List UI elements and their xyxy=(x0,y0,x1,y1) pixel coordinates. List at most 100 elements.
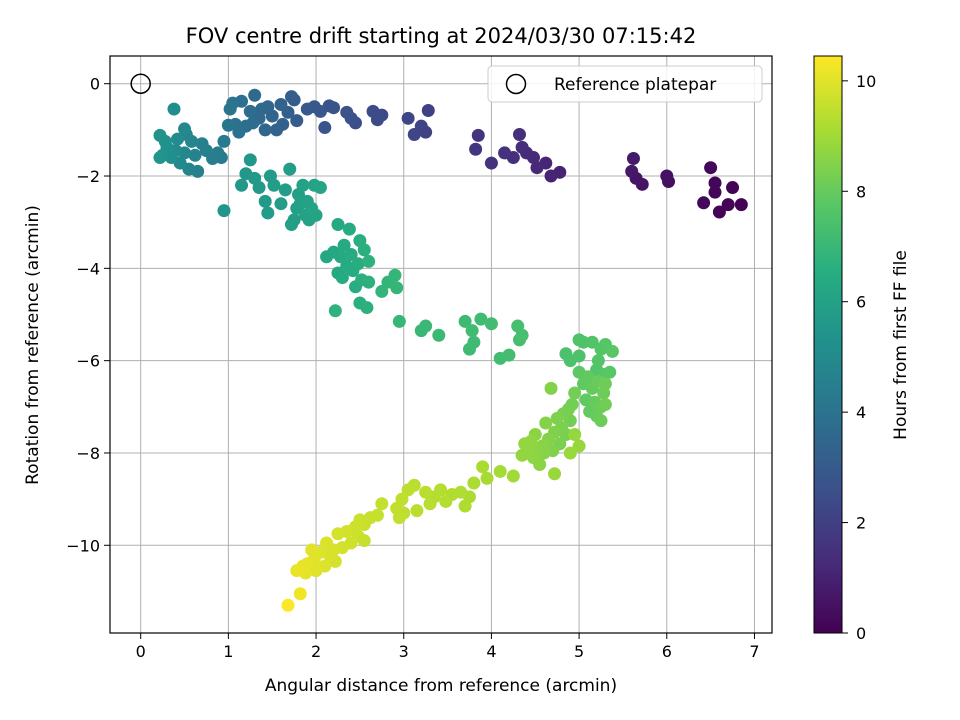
data-point xyxy=(293,587,307,601)
data-point xyxy=(235,178,249,192)
data-point xyxy=(467,476,481,490)
data-point xyxy=(465,324,479,338)
data-point xyxy=(221,118,235,132)
colorbar-tick-label: 10 xyxy=(856,72,876,91)
data-point xyxy=(392,314,406,328)
data-point xyxy=(594,414,608,428)
x-tick-label: 1 xyxy=(223,642,233,661)
data-point xyxy=(366,104,380,118)
data-point xyxy=(362,275,376,289)
data-point xyxy=(243,153,257,167)
data-point xyxy=(290,564,304,578)
data-point xyxy=(585,335,599,349)
y-tick-label: −4 xyxy=(76,259,100,278)
data-point xyxy=(167,102,181,116)
colorbar-tick-label: 2 xyxy=(856,514,866,533)
data-point xyxy=(598,398,612,412)
plot-frame xyxy=(109,55,773,634)
data-point xyxy=(331,527,345,541)
data-point xyxy=(153,151,167,165)
y-tick-label: −2 xyxy=(76,167,100,186)
legend-box xyxy=(487,65,763,103)
data-point xyxy=(721,198,735,212)
data-point xyxy=(712,205,726,219)
data-point xyxy=(270,123,284,137)
data-point xyxy=(484,156,498,170)
data-point xyxy=(626,151,640,165)
data-point xyxy=(568,386,582,400)
data-point xyxy=(572,349,586,363)
y-tick-label: 0 xyxy=(90,75,100,94)
data-point xyxy=(515,140,529,154)
legend: Reference platepar xyxy=(487,65,763,103)
data-point xyxy=(518,437,532,451)
x-tick-label: 7 xyxy=(749,642,759,661)
data-point xyxy=(572,439,586,453)
data-point xyxy=(439,494,453,508)
data-point xyxy=(704,161,718,175)
data-point xyxy=(469,142,483,156)
data-point xyxy=(476,460,490,474)
data-point xyxy=(335,271,349,285)
scatter-points xyxy=(153,88,748,612)
reference-marker-layer xyxy=(130,73,151,94)
data-point xyxy=(281,598,295,612)
data-point xyxy=(261,206,275,220)
data-point xyxy=(287,213,301,227)
data-point xyxy=(563,446,577,460)
data-point xyxy=(285,90,299,104)
data-point xyxy=(512,127,526,141)
data-point xyxy=(502,348,516,362)
data-point xyxy=(248,88,262,102)
y-tick-label: −6 xyxy=(76,352,100,371)
data-point xyxy=(467,335,481,349)
data-point xyxy=(401,483,415,497)
colorbar-tick-label: 6 xyxy=(856,293,866,312)
data-point xyxy=(530,161,544,175)
x-axis-ticks: 0 1 2 3 4 5 6 7 xyxy=(136,633,760,661)
legend-label: Reference platepar xyxy=(554,75,716,95)
data-point xyxy=(375,497,389,511)
data-point xyxy=(188,148,202,162)
data-point xyxy=(283,162,297,176)
data-point xyxy=(344,247,358,261)
data-point xyxy=(410,504,424,518)
data-point xyxy=(300,102,314,116)
data-point xyxy=(625,164,639,178)
data-point xyxy=(362,254,376,268)
y-tick-label: −8 xyxy=(76,444,100,463)
y-axis-label: Rotation from reference (arcmin) xyxy=(23,205,43,485)
data-point xyxy=(309,564,323,578)
data-point xyxy=(195,137,209,151)
data-point xyxy=(318,121,332,135)
data-point xyxy=(544,381,558,395)
data-point xyxy=(331,217,345,231)
data-point xyxy=(419,319,433,333)
x-tick-label: 0 xyxy=(136,642,146,661)
data-point xyxy=(320,536,334,550)
data-point xyxy=(605,344,619,358)
data-point xyxy=(309,208,323,222)
data-point xyxy=(581,370,595,384)
data-point xyxy=(458,314,472,328)
data-point xyxy=(544,169,558,183)
data-point xyxy=(313,181,327,195)
data-point xyxy=(493,464,507,478)
data-point xyxy=(274,197,288,211)
x-tick-label: 4 xyxy=(486,642,496,661)
data-point xyxy=(506,469,520,483)
data-point xyxy=(217,134,231,148)
data-point xyxy=(375,284,389,298)
colorbar xyxy=(813,55,843,634)
data-point xyxy=(171,132,185,146)
data-point xyxy=(515,328,529,342)
data-point xyxy=(539,416,553,430)
data-point xyxy=(305,543,319,557)
data-point xyxy=(258,194,272,208)
colorbar-label: Hours from first FF file xyxy=(891,250,911,440)
colorbar-tick-label: 8 xyxy=(856,182,866,201)
chart-title: FOV centre drift starting at 2024/03/30 … xyxy=(186,24,697,48)
data-point xyxy=(407,127,421,141)
data-point xyxy=(337,238,351,252)
